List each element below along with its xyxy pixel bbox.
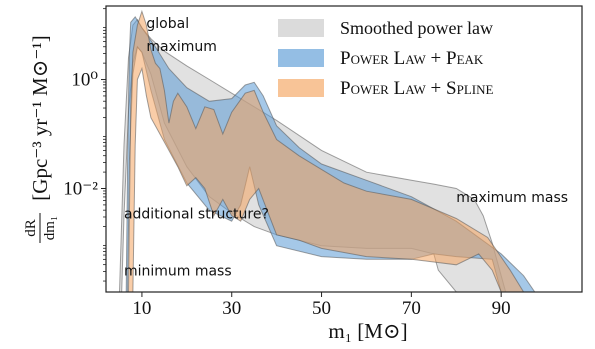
legend-swatch-power-law-peak [278, 49, 324, 67]
x-axis-label: m₁ [M⊙] [328, 319, 407, 343]
legend-label-power-law-peak: Power Law + Peak [340, 48, 484, 69]
x-tick-label-70: 70 [402, 298, 421, 319]
y-axis-label: dR dm₁ [Gpc⁻³ yr⁻¹ M⊙⁻¹] [23, 35, 58, 243]
x-tick-label-50: 50 [312, 298, 331, 319]
legend-label-power-law-spline: Power Law + Spline [340, 78, 493, 99]
annotation-maximum-mass: maximum mass [456, 190, 568, 206]
annotation-additional-structure: additional structure? [124, 206, 269, 222]
legend: Smoothed power law Power Law + Peak Power … [278, 18, 493, 99]
annotations-layer: global maximum additional structure? maximu… [124, 16, 568, 280]
y-label-fraction-bottom: dm₁ [42, 216, 58, 240]
y-tick-label-1: 10⁻² [63, 178, 98, 199]
band-power-law-spline [127, 9, 525, 292]
annotation-maximum: maximum [146, 39, 217, 55]
ticks-layer: 10 30 50 70 90 10⁰ 10⁻² [63, 8, 511, 319]
annotation-minimum-mass: minimum mass [124, 264, 232, 280]
x-tick-label-10: 10 [132, 298, 151, 319]
y-label-fraction-top: dR [23, 219, 39, 237]
legend-label-smoothed-power-law: Smoothed power law [340, 18, 493, 38]
legend-swatch-power-law-spline [278, 79, 324, 97]
x-tick-label-90: 90 [492, 298, 511, 319]
y-tick-label-0: 10⁰ [71, 70, 98, 91]
legend-swatch-smoothed-power-law [278, 19, 324, 37]
annotation-global: global [146, 16, 189, 32]
y-label-units: [Gpc⁻³ yr⁻¹ M⊙⁻¹] [28, 35, 52, 200]
x-tick-label-30: 30 [222, 298, 241, 319]
series-layer [118, 9, 536, 292]
plot-frame [105, 5, 583, 293]
